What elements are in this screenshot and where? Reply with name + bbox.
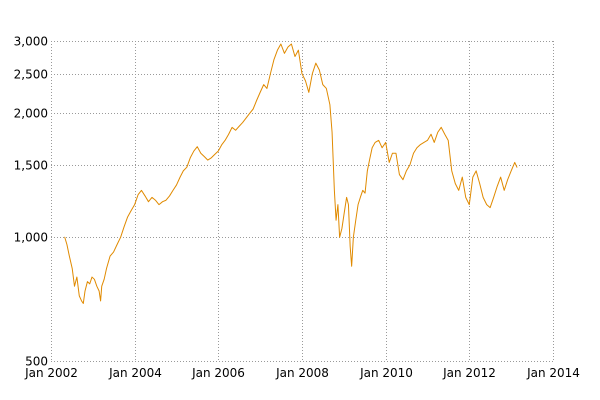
y-tick-label: 500 (25, 355, 48, 369)
x-axis: Jan 2002 Jan 2004 Jan 2006 Jan 2008 Jan 2010… (24, 366, 580, 380)
x-tick-label: Jan 2004 (108, 366, 162, 380)
x-tick-label: Jan 2010 (359, 366, 413, 380)
x-tick-label: Jan 2008 (275, 366, 329, 380)
y-tick-label: 2,000 (14, 107, 48, 121)
x-tick-label: Jan 2014 (526, 366, 580, 380)
x-tick-label: Jan 2012 (442, 366, 496, 380)
y-tick-label: 1,500 (14, 159, 48, 173)
series-line (64, 43, 518, 304)
y-tick-label: 3,000 (14, 35, 48, 49)
series-layer (64, 43, 518, 304)
x-tick-label: Jan 2006 (191, 366, 245, 380)
grid (51, 41, 554, 362)
y-tick-label: 1,000 (14, 231, 48, 245)
y-axis: 500 1,000 1,500 2,000 2,500 3,000 (14, 35, 48, 369)
x-tick-label: Jan 2002 (24, 366, 78, 380)
y-tick-label: 2,500 (14, 68, 48, 82)
